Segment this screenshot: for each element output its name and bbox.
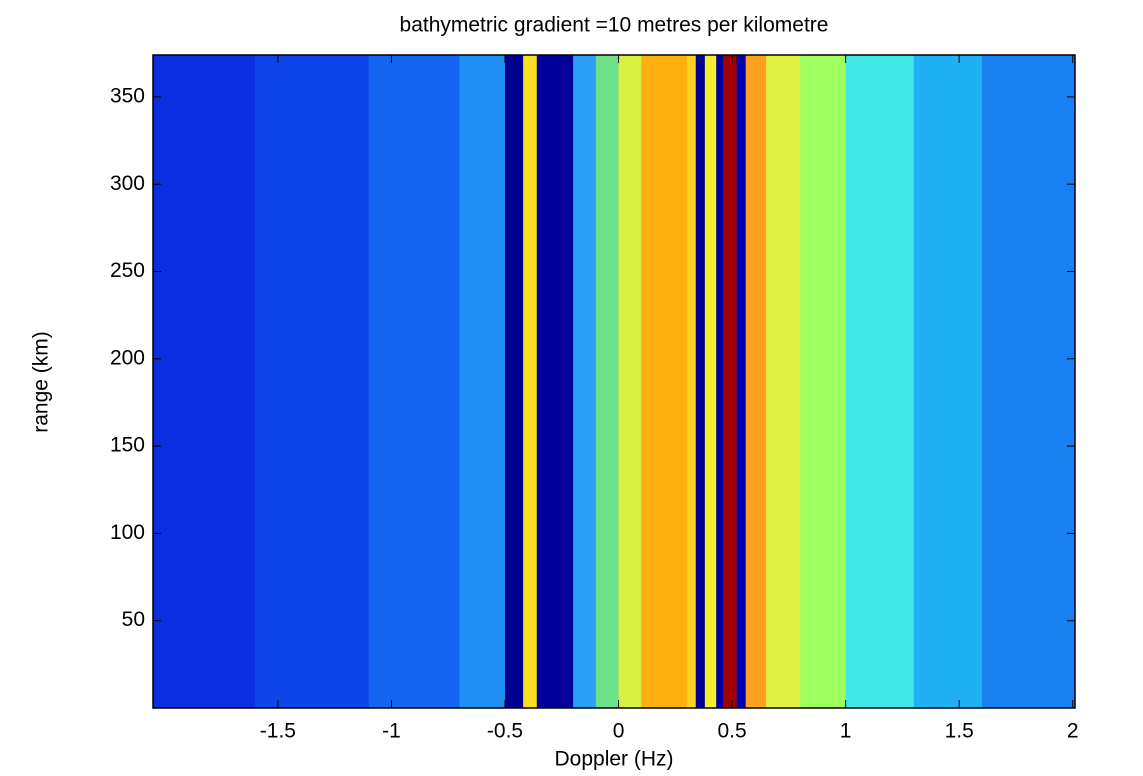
heatmap-cell bbox=[981, 55, 1076, 708]
y-tick-label: 300 bbox=[110, 172, 145, 195]
heatmap-cell bbox=[255, 55, 370, 708]
heatmap-cell bbox=[766, 55, 801, 708]
heatmap-cell bbox=[595, 55, 620, 708]
heatmap-cell bbox=[536, 55, 574, 708]
axes-box bbox=[152, 54, 1076, 709]
heatmap-cell bbox=[800, 55, 847, 708]
heatmap-cell bbox=[153, 55, 256, 708]
x-axis-label: Doppler (Hz) bbox=[554, 748, 673, 771]
heatmap-cell bbox=[618, 55, 642, 708]
y-tick-label: 150 bbox=[110, 434, 145, 457]
heatmap-cell bbox=[716, 55, 724, 708]
heatmap-cell bbox=[573, 55, 597, 708]
heatmap-cell bbox=[745, 55, 767, 708]
heatmap-cell bbox=[459, 55, 506, 708]
x-tick-label: 0.5 bbox=[717, 720, 746, 743]
y-tick-label: 250 bbox=[110, 259, 145, 282]
y-axis-label: range (km) bbox=[30, 331, 53, 433]
x-tick-label: 0 bbox=[613, 720, 625, 743]
heatmap-cell bbox=[913, 55, 983, 708]
chart-title: bathymetric gradient =10 metres per kilo… bbox=[400, 14, 829, 37]
x-tick-label: -0.5 bbox=[487, 720, 523, 743]
y-tick-label: 200 bbox=[110, 346, 145, 369]
x-tick-label: -1 bbox=[382, 720, 401, 743]
x-tick-label: 1 bbox=[840, 720, 852, 743]
x-tick-label: 2 bbox=[1067, 720, 1079, 743]
heatmap-cell bbox=[368, 55, 461, 708]
plot-area bbox=[153, 55, 1076, 708]
heatmap-cell bbox=[504, 55, 524, 708]
heatmap-cell bbox=[704, 55, 717, 708]
heatmap-cell bbox=[523, 55, 538, 708]
y-tick-label: 350 bbox=[110, 84, 145, 107]
y-tick-label: 50 bbox=[122, 608, 145, 631]
heatmap-cell bbox=[686, 55, 697, 708]
heatmap-cell bbox=[641, 55, 688, 708]
x-tick-label: -1.5 bbox=[260, 720, 296, 743]
y-tick-label: 100 bbox=[110, 521, 145, 544]
heatmap-cell bbox=[845, 55, 915, 708]
heatmap-cell bbox=[736, 55, 747, 708]
heatmap-cell bbox=[695, 55, 706, 708]
heatmap-cell bbox=[723, 55, 738, 708]
x-tick-label: 1.5 bbox=[945, 720, 974, 743]
